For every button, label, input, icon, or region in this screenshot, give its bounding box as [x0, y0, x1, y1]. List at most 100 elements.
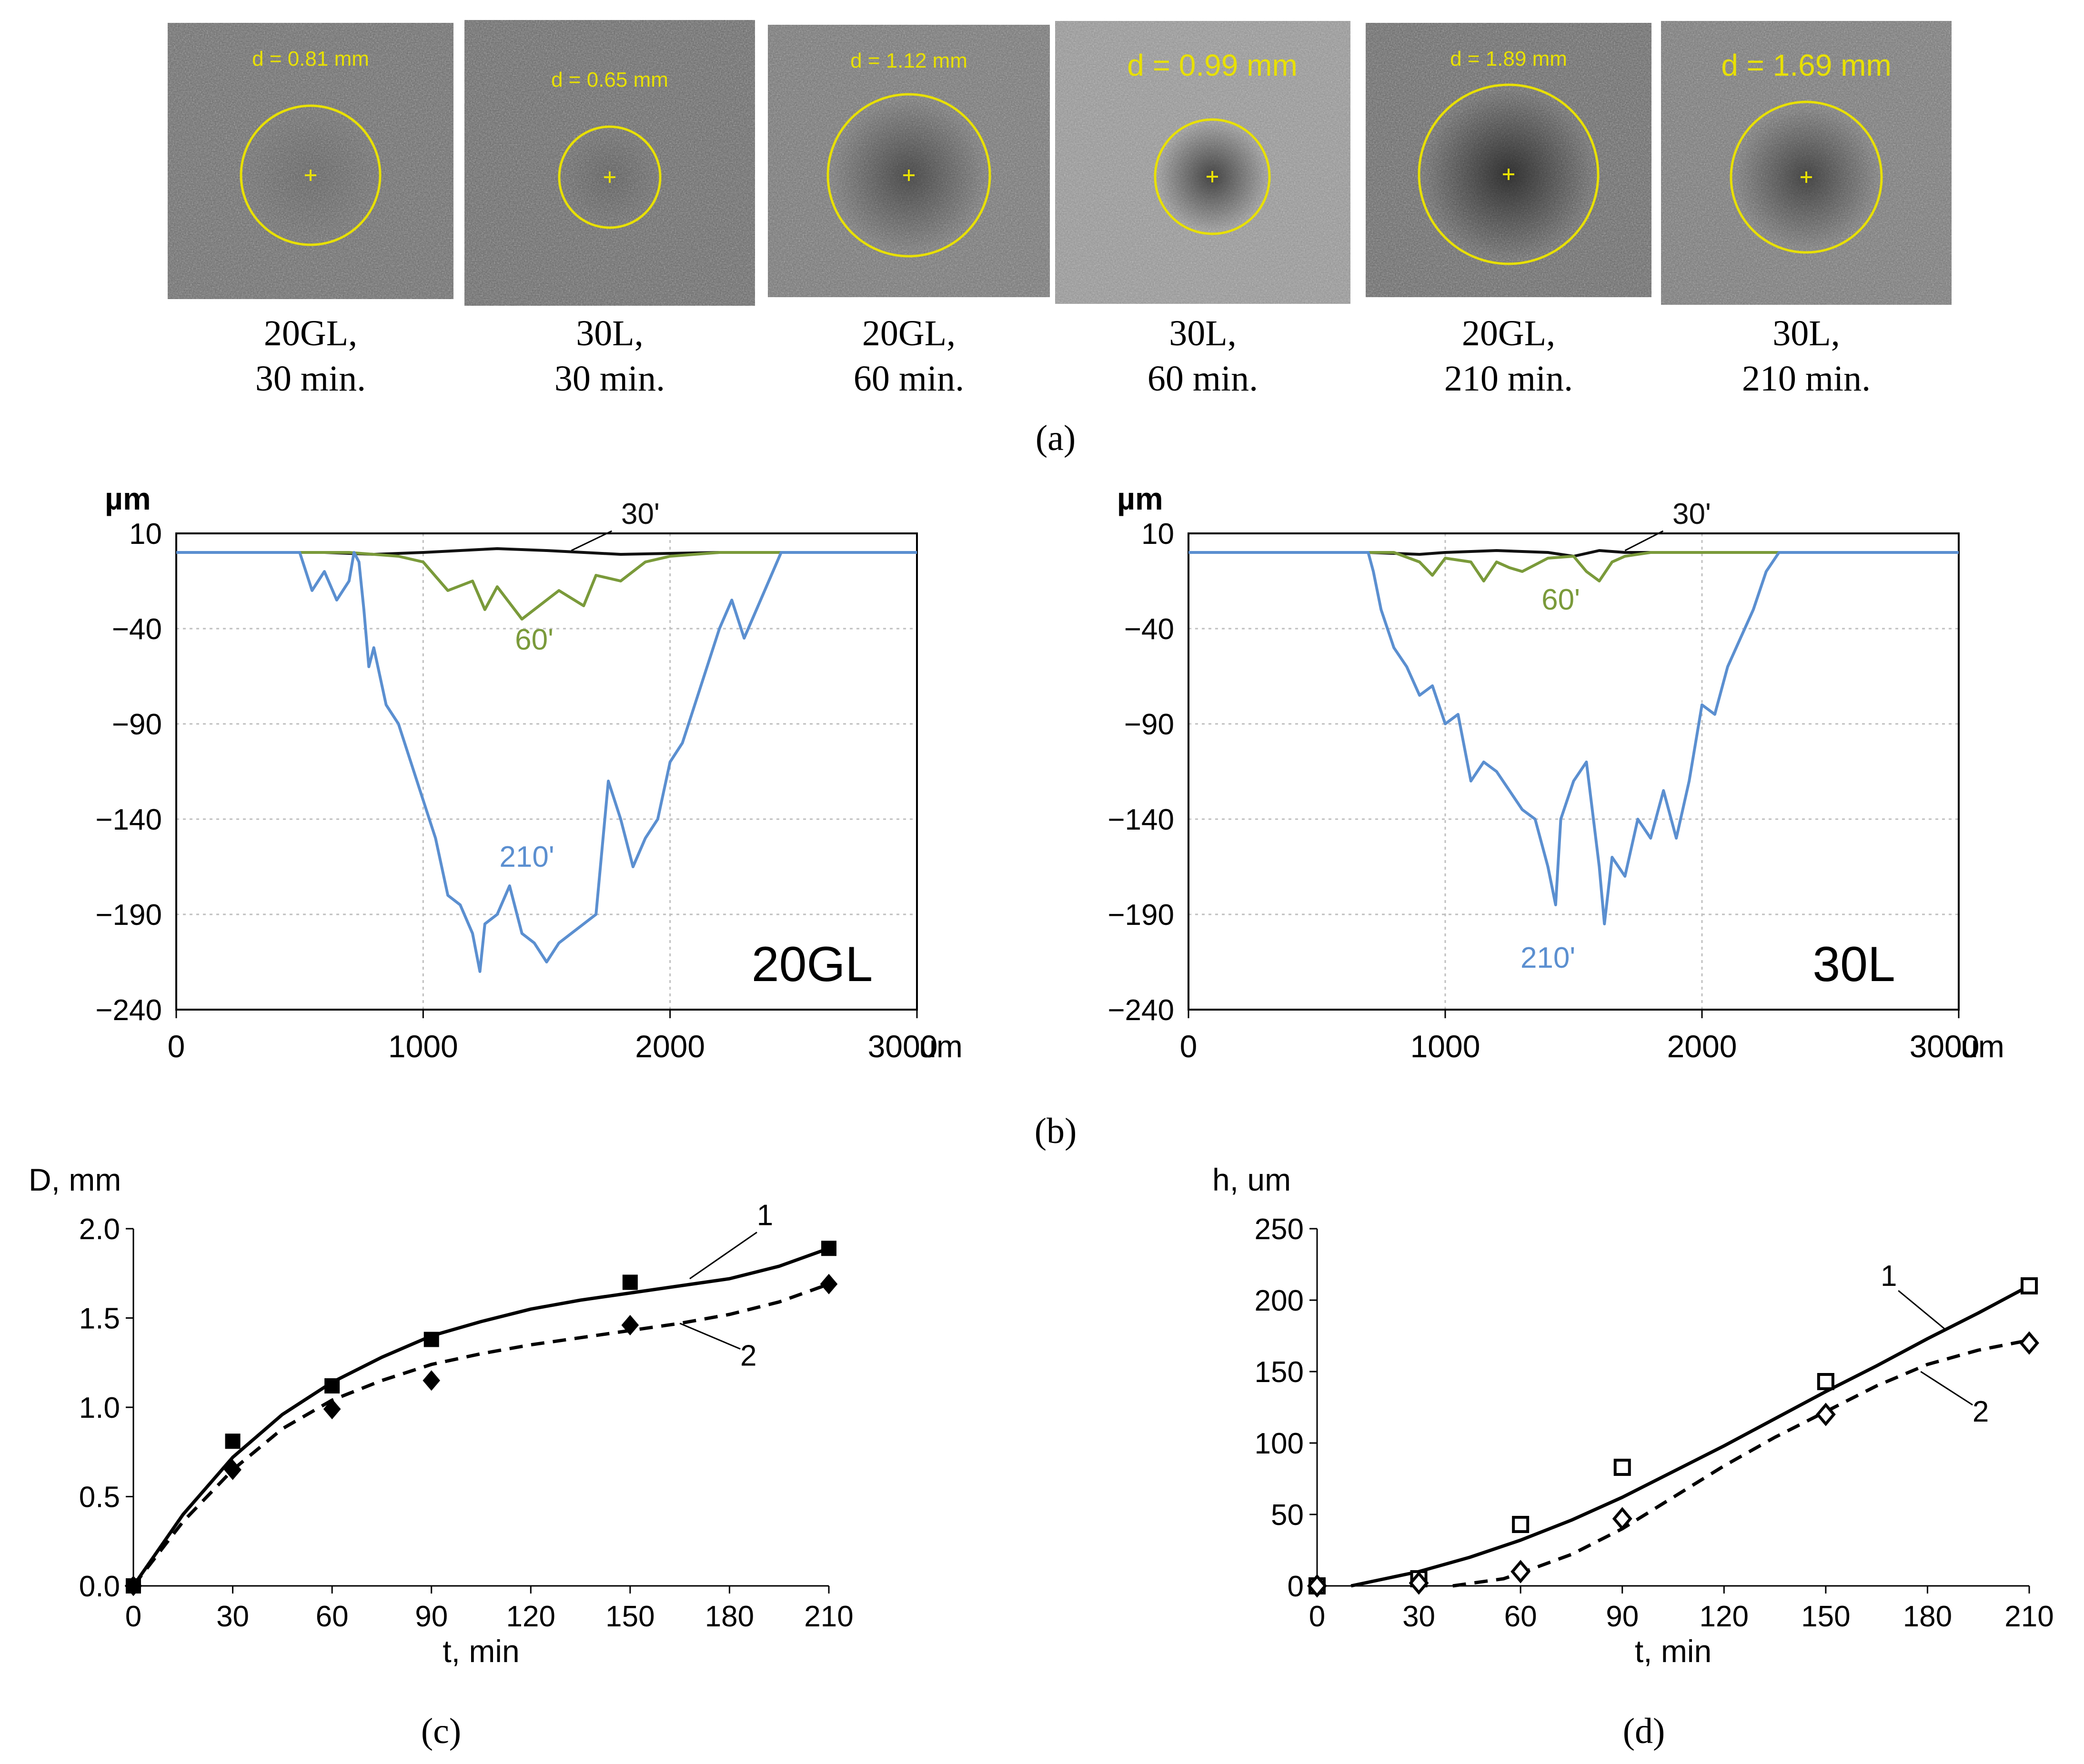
micrograph-caption-sample: 30L, [576, 313, 643, 353]
y-tick-label: 250 [1255, 1213, 1304, 1246]
measurement-circle [1154, 118, 1271, 235]
micrograph-tile: d = 1.12 mm 20GL, 60 min. [768, 25, 1050, 399]
data-marker-square [821, 1241, 836, 1256]
plot-frame [175, 532, 918, 1011]
y-axis-label: h, um [1212, 1162, 1291, 1197]
x-tick-label: 120 [1700, 1600, 1749, 1633]
curve-label-2: 2 [740, 1340, 756, 1373]
micrograph-caption-sample: 30L, [1772, 313, 1840, 353]
data-marker-diamond [1409, 1571, 1429, 1595]
y-tick-label: 10 [129, 518, 162, 551]
x-tick-label: 180 [705, 1600, 754, 1633]
panel-label-d: (d) [1623, 1711, 1665, 1751]
x-tick-label: 60 [1504, 1600, 1537, 1633]
measurement-circle [826, 93, 991, 258]
x-tick-label: 60 [316, 1600, 349, 1633]
series-label-30: 30' [621, 498, 660, 531]
y-tick-label: −240 [1107, 994, 1174, 1027]
data-marker-square [1512, 1516, 1530, 1533]
data-marker-diamond [2019, 1331, 2039, 1355]
y-tick-label: −190 [95, 899, 162, 932]
diameter-label: d = 0.65 mm [551, 68, 668, 91]
curve-label-2: 2 [1973, 1395, 1989, 1428]
micrograph-caption-sample: 20GL, [862, 313, 956, 353]
y-tick-label: −40 [1124, 613, 1174, 646]
curve-label-1: 1 [757, 1199, 773, 1232]
x-tick-label: 30 [1402, 1600, 1435, 1633]
x-axis-unit: um [919, 1029, 963, 1064]
y-tick-label: −90 [1124, 708, 1174, 741]
data-marker-square [2021, 1277, 2038, 1294]
diameter-label: d = 1.89 mm [1450, 47, 1567, 70]
curve-label-leader [679, 1323, 741, 1350]
profile-line-210 [176, 551, 917, 973]
data-marker-square [1817, 1373, 1834, 1390]
data-marker-diamond [621, 1314, 639, 1336]
measurement-circle [1730, 100, 1883, 254]
y-tick-label: −90 [112, 708, 162, 741]
data-marker-diamond [423, 1370, 441, 1391]
series-label-60: 60' [515, 623, 554, 656]
fit-curve-1 [132, 1247, 830, 1587]
y-axis-label: D, mm [29, 1162, 121, 1197]
x-axis-unit: um [1961, 1029, 2004, 1064]
micrograph-caption-sample: 20GL, [1462, 313, 1555, 353]
x-tick-label: 210 [2004, 1600, 2054, 1633]
material-label: 30L [1812, 937, 1895, 992]
y-tick-label: −40 [112, 613, 162, 646]
micrograph-tile: d = 0.99 mm 30L, 60 min. [1055, 21, 1350, 399]
curve-label-leader [689, 1232, 757, 1280]
measurement-circle [240, 104, 382, 246]
x-tick-label: 2000 [1667, 1029, 1737, 1064]
data-marker-diamond [124, 1575, 142, 1596]
x-tick-label: 0 [1180, 1029, 1198, 1064]
panel-label-a: (a) [1036, 418, 1076, 458]
data-marker-diamond [1815, 1403, 1836, 1426]
fit-curve-2 [132, 1283, 830, 1587]
curve-label-leader [1920, 1371, 1973, 1406]
micrograph-caption-time: 60 min. [854, 359, 964, 399]
y-tick-label: 2.0 [79, 1213, 120, 1246]
y-tick-label: 200 [1255, 1284, 1304, 1317]
y-tick-label: −190 [1107, 899, 1174, 932]
y-tick-label: 0 [1288, 1570, 1304, 1603]
micrograph-caption-time: 210 min. [1444, 359, 1573, 399]
data-marker-square [622, 1274, 638, 1290]
y-axis-unit: µm [105, 481, 151, 516]
x-tick-label: 30 [216, 1600, 249, 1633]
data-marker-diamond [323, 1399, 341, 1420]
micrograph-tile: d = 0.81 mm 20GL, 30 min. [168, 23, 453, 399]
data-marker-square [1613, 1459, 1631, 1476]
micrograph-tile: d = 1.69 mm 30L, 210 min. [1661, 21, 1952, 399]
x-tick-label: 1000 [388, 1029, 458, 1064]
y-tick-label: −140 [95, 803, 162, 836]
y-tick-label: −140 [1107, 803, 1174, 836]
curve-label-1: 1 [1881, 1260, 1897, 1293]
micrograph-caption-sample: 30L, [1169, 313, 1236, 353]
y-tick-label: 100 [1255, 1427, 1304, 1460]
data-marker-square [324, 1378, 340, 1393]
x-tick-label: 120 [506, 1600, 555, 1633]
measurement-circle [558, 125, 662, 229]
panel-label-c: (c) [421, 1711, 461, 1751]
panel-label-b: (b) [1035, 1111, 1077, 1151]
diameter-label: d = 0.99 mm [1127, 48, 1298, 82]
data-marker-square [225, 1433, 241, 1449]
x-tick-label: 150 [1801, 1600, 1850, 1633]
micrograph-tile: d = 1.89 mm 20GL, 210 min. [1366, 23, 1651, 399]
series-label-210: 210' [499, 841, 554, 873]
series-label-60: 60' [1541, 583, 1580, 616]
data-marker-diamond [1510, 1560, 1531, 1584]
data-marker-diamond [1307, 1574, 1327, 1598]
x-tick-label: 0 [1309, 1600, 1325, 1633]
data-marker-diamond [1612, 1507, 1632, 1531]
micrograph-caption-time: 30 min. [554, 359, 665, 399]
x-tick-label: 2000 [635, 1029, 705, 1064]
kinetics-chart: 0.0 0.5 1.0 1.5 2.0 0 30 60 90 120 150 180 210 t, min… [29, 1162, 854, 1669]
y-tick-label: 0.0 [79, 1570, 120, 1603]
x-tick-label: 3000 [1910, 1029, 1980, 1064]
